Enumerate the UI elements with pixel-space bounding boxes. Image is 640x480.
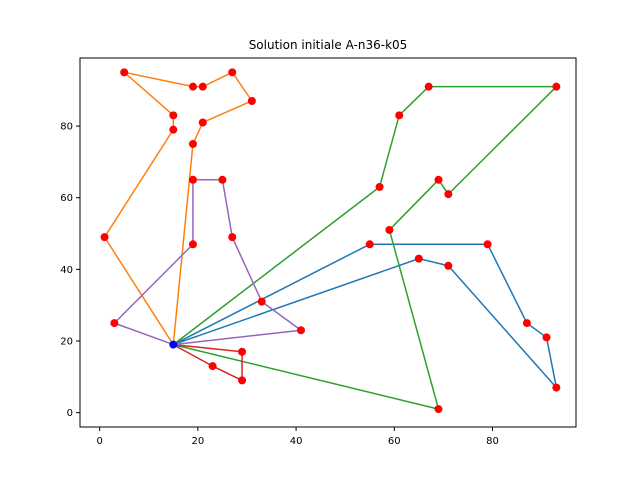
customer-point <box>228 233 237 242</box>
customer-point <box>238 376 247 385</box>
customer-point <box>395 111 404 120</box>
customer-point <box>188 82 197 91</box>
customer-point <box>188 139 197 148</box>
y-tick-label: 0 <box>67 408 73 419</box>
customer-point <box>110 319 119 328</box>
customer-point <box>257 297 266 306</box>
customer-point <box>522 319 531 328</box>
customer-point <box>434 405 443 414</box>
x-tick-label: 80 <box>486 436 499 447</box>
customer-point <box>169 111 178 120</box>
chart-title: Solution initiale A-n36-k05 <box>249 38 408 52</box>
x-tick-label: 60 <box>388 436 401 447</box>
customer-point <box>198 82 207 91</box>
customer-point <box>247 96 256 105</box>
customer-point <box>552 82 561 91</box>
points-layer <box>100 68 561 414</box>
customer-point <box>365 240 374 249</box>
customer-point <box>228 68 237 77</box>
customer-point <box>444 261 453 270</box>
depot-point <box>169 340 178 349</box>
x-tick-label: 20 <box>191 436 204 447</box>
customer-point <box>552 383 561 392</box>
customer-point <box>434 175 443 184</box>
route-3-line <box>172 85 558 410</box>
customer-point <box>208 362 217 371</box>
customer-point <box>100 233 109 242</box>
x-axis: 0 20 40 60 80 <box>96 427 499 447</box>
customer-point <box>296 326 305 335</box>
y-tick-label: 40 <box>60 265 73 276</box>
customer-point <box>542 333 551 342</box>
y-axis: 0 20 40 60 80 <box>60 122 80 419</box>
y-tick-label: 20 <box>60 337 73 348</box>
customer-point <box>169 125 178 134</box>
customer-point <box>120 68 129 77</box>
y-tick-label: 60 <box>60 193 73 204</box>
customer-point <box>483 240 492 249</box>
customer-point <box>414 254 423 263</box>
x-tick-label: 40 <box>290 436 303 447</box>
customer-point <box>385 225 394 234</box>
customer-point <box>188 175 197 184</box>
customer-point <box>444 190 453 199</box>
x-tick-label: 0 <box>96 436 102 447</box>
y-tick-label: 80 <box>60 122 73 133</box>
customer-point <box>218 175 227 184</box>
customer-point <box>188 240 197 249</box>
customer-point <box>198 118 207 127</box>
customer-point <box>375 182 384 191</box>
plot-frame <box>79 57 577 428</box>
customer-point <box>424 82 433 91</box>
customer-point <box>238 347 247 356</box>
